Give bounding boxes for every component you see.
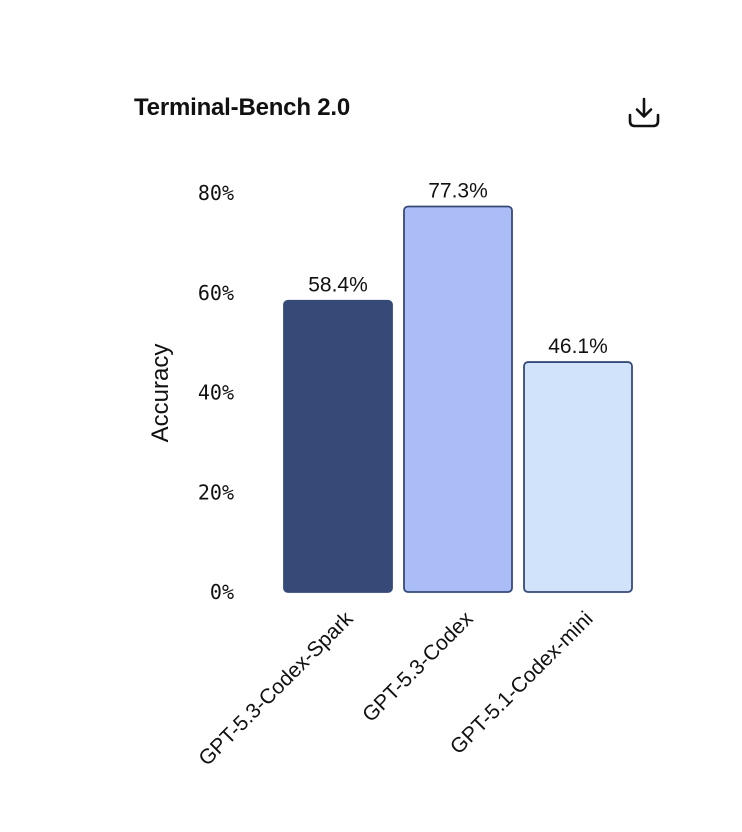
bar <box>523 361 633 593</box>
download-button[interactable] <box>625 95 663 131</box>
y-tick-label: 60% <box>198 281 234 305</box>
category-label: GPT-5.3-Codex <box>358 607 478 727</box>
y-tick-label: 40% <box>198 381 234 405</box>
bar-value-labels: 58.4% 77.3% 46.1% <box>308 179 608 358</box>
y-axis-title: Accuracy <box>147 344 174 443</box>
category-labels: GPT-5.3-Codex-Spark GPT-5.3-CodexGPT-5.1-… <box>194 607 597 771</box>
bar-value-label: 58.4% <box>308 274 368 297</box>
download-icon <box>628 97 660 128</box>
bar <box>283 299 393 593</box>
bar-value-label: 77.3% <box>428 179 488 202</box>
category-label: GPT-5.3-Codex-Spark <box>194 607 358 771</box>
y-axis-ticks: 0% 20% 40% 60% 80% <box>198 181 234 604</box>
y-tick-label: 20% <box>198 480 234 504</box>
bar <box>403 205 513 593</box>
y-tick-label: 80% <box>198 181 234 205</box>
y-tick-label: 0% <box>210 580 234 604</box>
bars <box>283 205 633 593</box>
chart-title: Terminal-Bench 2.0 <box>134 94 351 121</box>
bar-value-label: 46.1% <box>548 335 608 358</box>
